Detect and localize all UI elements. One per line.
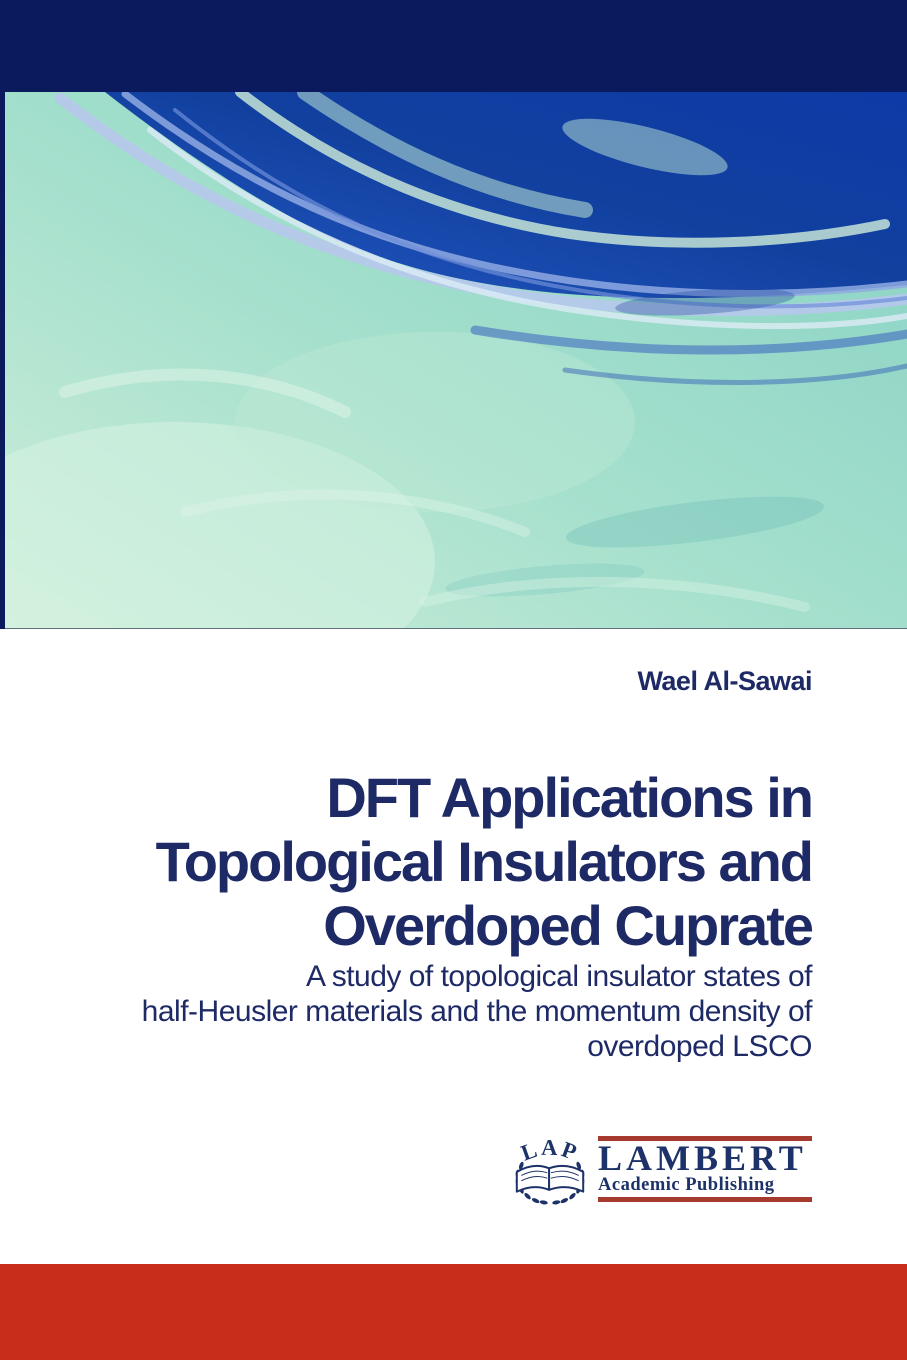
publisher-name: LAMBERT	[598, 1138, 807, 1178]
svg-text:LAP: LAP	[518, 1136, 583, 1166]
publisher-text-block: LAMBERT Academic Publishing	[598, 1136, 812, 1202]
subtitle-line: half-Heusler materials and the momentum …	[141, 995, 813, 1028]
author-name: Wael Al-Sawai	[637, 666, 812, 696]
water-photo-graphic	[5, 92, 907, 628]
publisher-logo: LAP LAMBERT Academic Publishing	[508, 1136, 812, 1206]
water-photo	[5, 92, 907, 629]
title-line: Overdoped Cuprate	[323, 894, 814, 957]
logo-rule-bottom	[598, 1197, 812, 1202]
lap-emblem-icon: LAP	[515, 1136, 585, 1205]
title-line: DFT Applications in	[326, 766, 814, 829]
subtitle-line: overdoped LSCO	[587, 1030, 812, 1063]
publisher-tagline: Academic Publishing	[598, 1175, 775, 1195]
book-subtitle: A study of topological insulator states …	[12, 959, 813, 1064]
lap-emblem-text: LAP	[518, 1136, 580, 1166]
title-line: Topological Insulators and	[155, 830, 814, 893]
logo-rule-top	[598, 1136, 812, 1141]
top-navy-bar	[0, 0, 907, 92]
book-title: DFT Applications in Topological Insulato…	[12, 766, 814, 958]
subtitle-line: A study of topological insulator states …	[306, 960, 812, 993]
left-navy-strip	[0, 92, 5, 629]
bottom-red-bar	[0, 1264, 907, 1360]
